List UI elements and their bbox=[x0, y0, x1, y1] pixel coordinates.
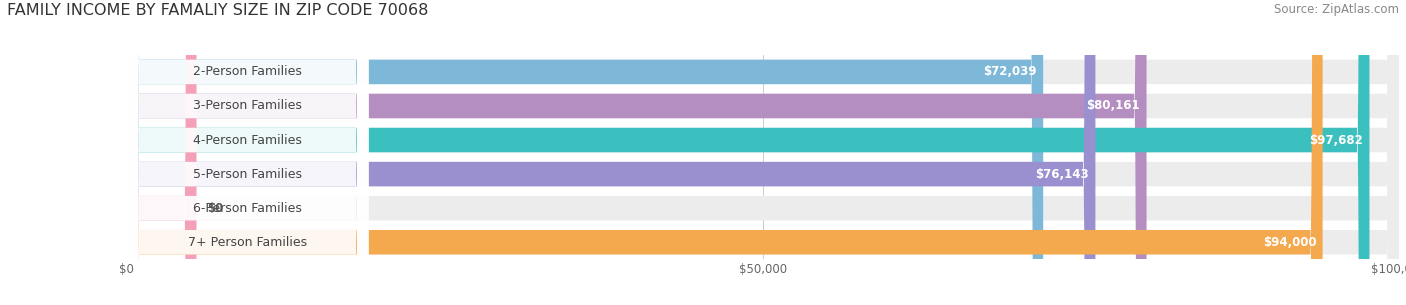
FancyBboxPatch shape bbox=[127, 0, 368, 305]
FancyBboxPatch shape bbox=[127, 0, 368, 305]
Text: $72,039: $72,039 bbox=[983, 66, 1036, 78]
FancyBboxPatch shape bbox=[127, 0, 1323, 305]
Text: $0: $0 bbox=[207, 202, 224, 215]
FancyBboxPatch shape bbox=[127, 0, 1399, 305]
Text: $94,000: $94,000 bbox=[1263, 236, 1316, 249]
FancyBboxPatch shape bbox=[127, 0, 368, 305]
FancyBboxPatch shape bbox=[127, 0, 368, 305]
Text: FAMILY INCOME BY FAMALIY SIZE IN ZIP CODE 70068: FAMILY INCOME BY FAMALIY SIZE IN ZIP COD… bbox=[7, 3, 429, 18]
FancyBboxPatch shape bbox=[127, 0, 1399, 305]
FancyBboxPatch shape bbox=[127, 0, 1095, 305]
Text: $76,143: $76,143 bbox=[1035, 168, 1090, 181]
FancyBboxPatch shape bbox=[127, 0, 1369, 305]
FancyBboxPatch shape bbox=[127, 0, 1399, 305]
FancyBboxPatch shape bbox=[127, 0, 368, 305]
Text: 7+ Person Families: 7+ Person Families bbox=[188, 236, 307, 249]
Text: 5-Person Families: 5-Person Families bbox=[193, 168, 302, 181]
Text: 3-Person Families: 3-Person Families bbox=[193, 99, 302, 113]
FancyBboxPatch shape bbox=[127, 0, 197, 305]
FancyBboxPatch shape bbox=[127, 0, 1399, 305]
FancyBboxPatch shape bbox=[127, 0, 368, 305]
FancyBboxPatch shape bbox=[127, 0, 1043, 305]
Text: 6-Person Families: 6-Person Families bbox=[193, 202, 302, 215]
Text: $97,682: $97,682 bbox=[1309, 134, 1362, 146]
Text: 2-Person Families: 2-Person Families bbox=[193, 66, 302, 78]
Text: Source: ZipAtlas.com: Source: ZipAtlas.com bbox=[1274, 3, 1399, 16]
FancyBboxPatch shape bbox=[127, 0, 1399, 305]
FancyBboxPatch shape bbox=[127, 0, 1146, 305]
Text: 4-Person Families: 4-Person Families bbox=[193, 134, 302, 146]
FancyBboxPatch shape bbox=[127, 0, 1399, 305]
Text: $80,161: $80,161 bbox=[1087, 99, 1140, 113]
